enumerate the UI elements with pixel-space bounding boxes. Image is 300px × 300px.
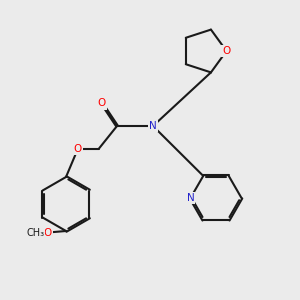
Text: CH₃: CH₃ (26, 227, 44, 238)
Text: N: N (149, 121, 157, 131)
Text: O: O (98, 98, 106, 109)
Text: N: N (187, 193, 194, 203)
Text: O: O (44, 227, 52, 238)
Text: O: O (74, 143, 82, 154)
Text: O: O (222, 46, 231, 56)
